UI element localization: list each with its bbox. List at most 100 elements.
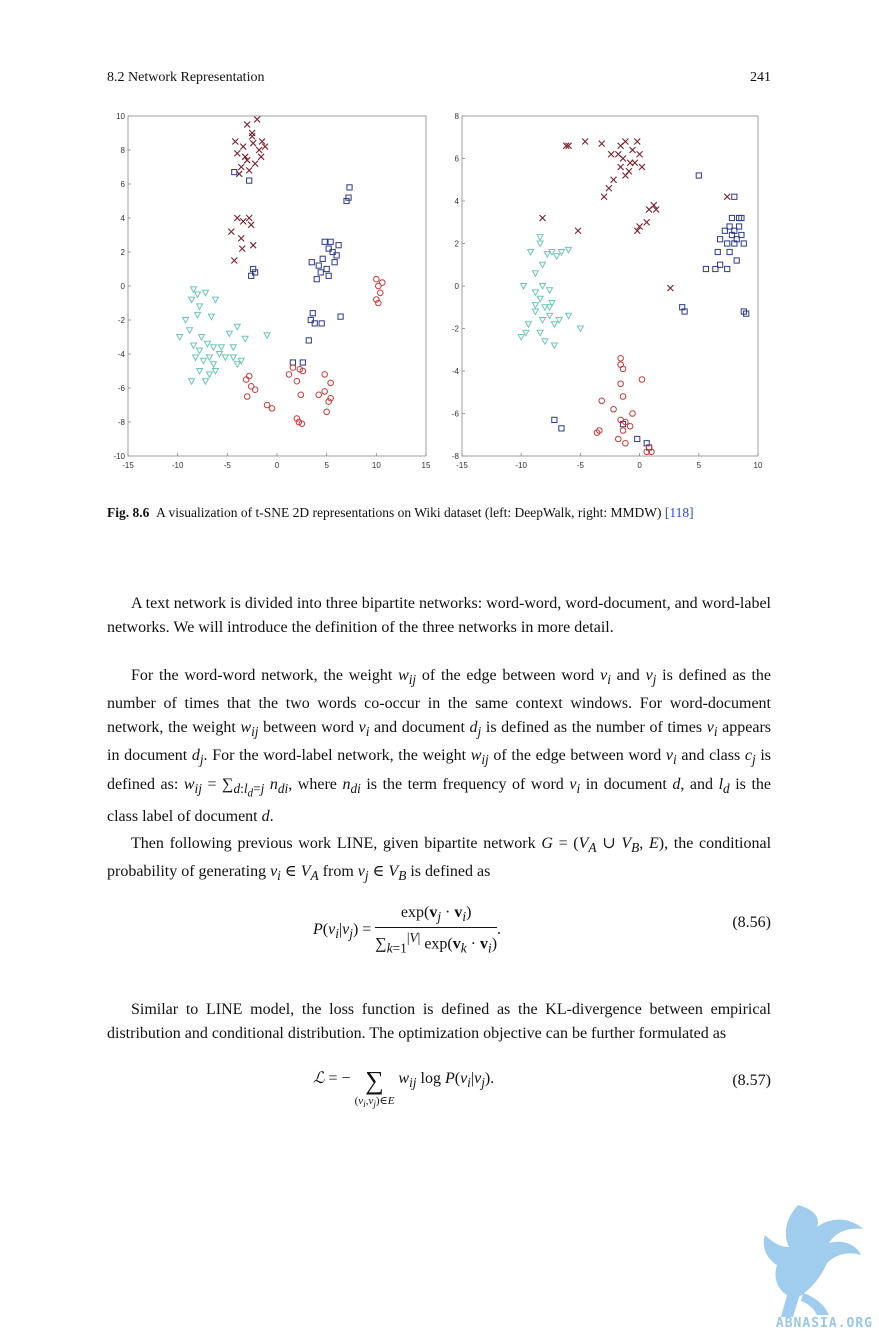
square-point <box>327 238 334 245</box>
square-point <box>321 238 328 245</box>
circle-point <box>245 372 253 380</box>
circle-point <box>377 289 384 297</box>
triangle-point <box>205 354 214 362</box>
triangle-point <box>229 354 238 362</box>
cross-point <box>562 142 570 150</box>
cross-point <box>251 160 259 167</box>
triangle-point <box>211 296 220 304</box>
y-tick-label: -2 <box>452 325 460 334</box>
circle-point <box>598 397 606 405</box>
square-point <box>721 227 728 234</box>
square-point <box>307 316 314 324</box>
cross-point <box>598 140 606 148</box>
triangle-point <box>201 289 210 297</box>
triangle-point <box>524 321 533 329</box>
triangle-point <box>241 335 250 343</box>
triangle-point <box>207 313 216 321</box>
circle-point <box>375 299 382 307</box>
triangle-point <box>536 329 544 337</box>
triangle-point <box>538 283 547 291</box>
cross-point <box>636 223 643 230</box>
square-point <box>308 259 315 266</box>
triangle-point <box>195 303 204 311</box>
circle-point <box>299 367 307 375</box>
square-point <box>315 262 322 269</box>
circle-point <box>327 394 334 402</box>
square-point <box>738 231 745 239</box>
circle-point <box>251 386 259 394</box>
circle-point <box>617 354 624 362</box>
griffin-logo-icon <box>763 1205 863 1317</box>
square-point <box>346 184 353 191</box>
triangle-point <box>187 296 196 304</box>
cross-point <box>257 153 265 161</box>
caption-text: A visualization of t-SNE 2D representati… <box>156 505 662 520</box>
cross-point <box>629 146 636 154</box>
triangle-point <box>545 312 554 320</box>
triangle-point <box>187 378 196 386</box>
square-point <box>743 310 750 317</box>
square-point <box>318 320 325 327</box>
x-tick-label: 5 <box>324 461 329 470</box>
y-tick-label: 6 <box>121 180 126 189</box>
cross-point <box>247 221 255 229</box>
y-tick-label: 8 <box>455 112 460 121</box>
circle-point <box>323 408 330 416</box>
circle-point <box>325 398 332 405</box>
square-point <box>319 255 326 262</box>
triangle-point <box>519 283 528 291</box>
cross-point <box>565 142 572 150</box>
triangle-point <box>550 321 559 329</box>
x-tick-label: -10 <box>515 461 527 470</box>
triangle-point <box>205 371 214 379</box>
x-tick-label: -15 <box>456 461 468 470</box>
figure-tsne: -15 -10 -5 0 5 10 15 10 8 6 4 2 0 -2 -4 -6 -8 -10 -15 -10-… <box>108 110 774 482</box>
square-point <box>717 261 724 268</box>
circle-point <box>297 391 305 399</box>
triangle-point <box>545 287 554 295</box>
triangle-point <box>536 234 544 242</box>
square-point <box>695 172 702 179</box>
cross-point <box>243 156 251 164</box>
triangle-point <box>541 338 549 346</box>
square-point <box>726 248 733 256</box>
cross-point <box>633 227 641 235</box>
x-tick-label: 5 <box>697 461 702 470</box>
triangle-point <box>189 342 198 350</box>
cross-point <box>652 206 660 213</box>
circle-point <box>629 410 636 417</box>
circle-point <box>243 393 251 400</box>
equation-8-56: P(vi|vj) = exp(vj · vi) ∑k=1|V| exp(vk · … <box>313 904 771 956</box>
triangle-point <box>538 317 547 325</box>
square-point <box>731 240 738 247</box>
triangle-point <box>217 344 226 352</box>
circle-point <box>619 365 627 373</box>
square-point <box>329 248 336 256</box>
circle-point <box>293 377 301 385</box>
square-point <box>299 359 306 366</box>
caption-citation[interactable]: [118] <box>664 505 694 520</box>
y-tick-label: 2 <box>121 248 126 257</box>
triangle-point <box>225 330 234 338</box>
equation-8-57: ℒ = − ∑ (vi,vj)∈E wij log P(vi|vj). (8.5… <box>313 1066 771 1110</box>
cross-point <box>231 138 239 145</box>
paragraph-loss: Similar to LINE model, the loss function… <box>107 1001 771 1042</box>
circle-point <box>619 393 627 400</box>
triangle-point <box>531 302 540 310</box>
triangle-point <box>237 357 246 365</box>
cross-point <box>539 214 546 222</box>
cross-point <box>227 228 235 235</box>
cross-point <box>238 245 246 252</box>
triangle-point <box>557 249 566 257</box>
paragraph-line: Then following previous work LINE, given… <box>107 835 772 884</box>
cross-point <box>241 153 249 161</box>
square-point <box>333 252 340 259</box>
triangle-point <box>197 334 206 342</box>
cross-point <box>239 218 247 225</box>
cross-point <box>633 138 641 145</box>
cross-point <box>258 138 266 145</box>
triangle-point <box>531 308 540 316</box>
triangle-point <box>531 289 540 297</box>
triangle-point <box>201 378 210 386</box>
circle-point <box>643 448 651 456</box>
